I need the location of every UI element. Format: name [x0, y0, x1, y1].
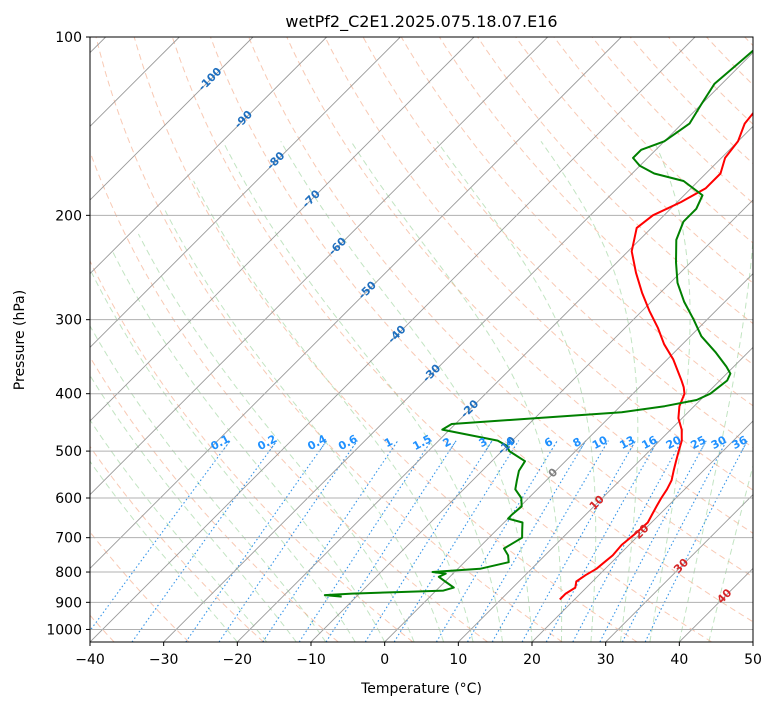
x-axis-title: Temperature (°C): [360, 681, 482, 697]
dry-adiabat: [90, 259, 414, 642]
isotherm-line: [384, 273, 753, 642]
x-tick-label: 40: [670, 652, 688, 668]
y-axis-title: Pressure (hPa): [12, 290, 28, 390]
mixing-ratio-label: 10: [590, 433, 610, 452]
isotherm-line: [237, 125, 753, 642]
y-tick-label: 500: [55, 444, 82, 460]
moist-adiabat: [91, 272, 356, 642]
dry-adiabat: [90, 445, 264, 642]
mixing-ratio-line: [185, 440, 328, 642]
chart-title: wetPf2_C2E1.2025.075.18.07.E16: [285, 12, 557, 32]
dry-adiabat: [95, 37, 563, 642]
mixing-ratio-line: [364, 440, 493, 642]
y-tick-label: 700: [55, 531, 82, 547]
dry-adiabat: [324, 37, 753, 491]
x-tick-label: 30: [597, 652, 615, 668]
temperature-line: [559, 111, 753, 601]
mixing-ratio-line: [467, 440, 587, 642]
moist-adiabat: [90, 419, 268, 642]
mixing-ratio-line: [545, 440, 659, 642]
isotherm-line: [531, 420, 753, 642]
mixing-ratio-label: 16: [640, 433, 660, 452]
dry-adiabat: [515, 37, 753, 284]
isotherm-line: [90, 37, 475, 422]
moist-adiabat: [90, 460, 238, 642]
mixing-ratio-line: [521, 440, 637, 642]
x-tick-label: 0: [380, 652, 389, 668]
mixing-ratio-label: 36: [730, 433, 750, 452]
y-axis-ticks: 100 200 300 400 500 600 700 800 900 1000: [46, 30, 90, 638]
mixing-ratio-label: 30: [709, 433, 729, 452]
y-tick-label: 200: [55, 208, 82, 224]
mixing-ratio-line: [325, 440, 457, 642]
profiles: [323, 49, 753, 601]
y-tick-label: 400: [55, 387, 82, 403]
mixing-ratio-label: 13: [617, 433, 637, 452]
x-tick-label: −30: [149, 652, 179, 668]
isotherm-line: [605, 494, 753, 642]
moist-adiabat: [112, 251, 386, 642]
isotherm-line: [90, 37, 254, 201]
isotherm-line: [458, 346, 753, 642]
x-axis-ticks: −40 −30 −20 −10 0 10 20 30 40 50: [75, 642, 762, 668]
y-tick-label: 800: [55, 565, 82, 581]
mixing-ratio-label: 25: [688, 433, 708, 452]
isotherm-line: [90, 37, 401, 348]
dewpoint-line: [323, 49, 753, 598]
dry-adiabat: [133, 37, 638, 642]
x-tick-label: 10: [449, 652, 467, 668]
mixing-ratio-line: [572, 440, 683, 642]
mixing-ratio-lines: [90, 440, 748, 642]
isotherm-line: [90, 37, 548, 496]
dry-adiabat: [286, 37, 753, 534]
y-tick-label: 600: [55, 491, 82, 507]
mixing-ratio-line: [644, 440, 748, 642]
dry-adiabat: [210, 37, 753, 623]
mixing-ratio-label: 20: [664, 433, 684, 452]
x-tick-label: 20: [523, 652, 541, 668]
isotherm-line: [310, 199, 753, 642]
y-tick-label: 100: [55, 30, 82, 46]
y-tick-label: 900: [55, 595, 82, 611]
moist-adiabat: [137, 233, 415, 642]
pressure-gridlines: [90, 214, 753, 630]
mixing-ratio-line: [90, 440, 231, 632]
y-tick-label: 300: [55, 313, 82, 329]
isotherm-line: [90, 37, 327, 275]
x-tick-label: 50: [744, 652, 762, 668]
dry-adiabats: [90, 37, 753, 642]
mixing-ratio-line: [218, 440, 358, 642]
dry-adiabat: [90, 356, 339, 642]
mixing-ratio-line: [435, 440, 558, 642]
mixing-ratio-line: [621, 440, 728, 642]
x-tick-label: −20: [223, 652, 253, 668]
moist-adiabat: [163, 208, 445, 642]
x-tick-label: −10: [296, 652, 326, 668]
plot-frame: [89, 36, 754, 643]
dry-adiabat: [248, 37, 753, 578]
mixing-ratio-line: [491, 440, 609, 642]
x-tick-label: −40: [75, 652, 105, 668]
isotherm-line: [90, 37, 696, 642]
y-tick-label: 1000: [46, 622, 82, 638]
isotherm-line: [90, 37, 622, 569]
dry-adiabat: [171, 37, 712, 642]
